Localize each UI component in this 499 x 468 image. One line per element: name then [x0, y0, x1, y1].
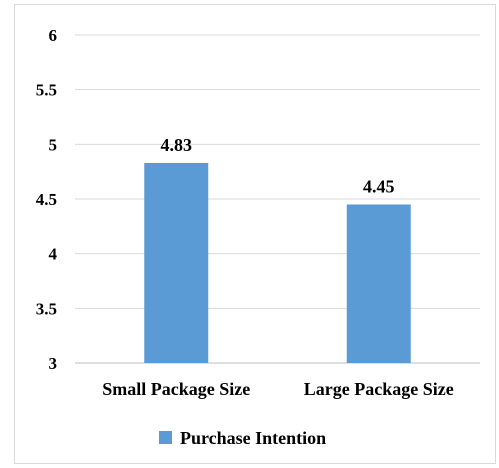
y-tick-label: 3.5 — [36, 299, 57, 318]
y-tick-label: 5.5 — [36, 81, 57, 100]
data-label: 4.83 — [161, 135, 193, 155]
data-label: 4.45 — [363, 176, 395, 196]
x-category-label: Large Package Size — [304, 379, 454, 399]
y-tick-label: 4.5 — [36, 190, 57, 209]
legend-swatch — [159, 431, 172, 444]
chart-frame — [14, 4, 496, 464]
bar — [346, 204, 411, 363]
legend-label: Purchase Intention — [180, 428, 326, 448]
y-tick-label: 4 — [49, 245, 58, 264]
y-tick-label: 6 — [49, 26, 58, 45]
bar — [144, 162, 209, 363]
y-tick-label: 5 — [49, 135, 58, 154]
y-tick-label: 3 — [49, 354, 58, 373]
x-category-label: Small Package Size — [102, 379, 250, 399]
